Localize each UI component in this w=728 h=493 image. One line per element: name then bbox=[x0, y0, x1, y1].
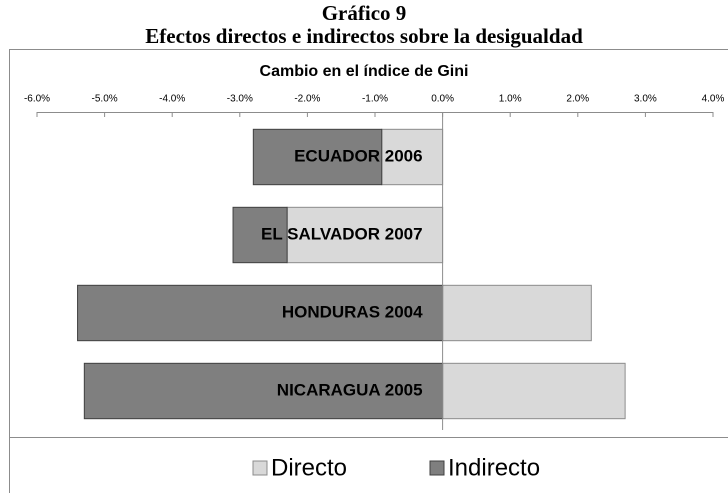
x-tick-label: -6.0% bbox=[24, 94, 50, 105]
category-label: EL SALVADOR 2007 bbox=[261, 224, 423, 243]
x-tick-label: 1.0% bbox=[499, 94, 522, 105]
bar bbox=[442, 362, 626, 420]
figure-title: Efectos directos e indirectos sobre la d… bbox=[145, 24, 583, 48]
bar bbox=[442, 284, 592, 342]
legend-swatch bbox=[429, 460, 445, 476]
bar bbox=[232, 206, 288, 264]
category-label: HONDURAS 2004 bbox=[282, 302, 423, 321]
x-tick-label: 4.0% bbox=[702, 94, 725, 105]
x-tick-label: -4.0% bbox=[159, 94, 185, 105]
x-tick-label: -3.0% bbox=[227, 94, 253, 105]
x-tick-label: -1.0% bbox=[362, 94, 388, 105]
figure-label: Gráfico 9 bbox=[322, 1, 407, 25]
legend-swatch bbox=[252, 460, 268, 476]
chart-title: Cambio en el índice de Gini bbox=[260, 63, 469, 80]
bar bbox=[83, 362, 444, 420]
category-label: ECUADOR 2006 bbox=[294, 146, 423, 165]
bar bbox=[77, 284, 444, 342]
x-tick-label: 2.0% bbox=[566, 94, 589, 105]
bar bbox=[252, 128, 383, 186]
x-tick-label: -5.0% bbox=[92, 94, 118, 105]
x-tick-label: 3.0% bbox=[634, 94, 657, 105]
category-label: NICARAGUA 2005 bbox=[277, 380, 423, 399]
x-tick-label: -2.0% bbox=[294, 94, 320, 105]
x-tick-label: 0.0% bbox=[431, 94, 454, 105]
legend-label: Directo bbox=[271, 454, 347, 481]
chart-frame bbox=[9, 49, 728, 493]
legend-label: Indirecto bbox=[448, 454, 540, 481]
bar bbox=[286, 206, 444, 264]
